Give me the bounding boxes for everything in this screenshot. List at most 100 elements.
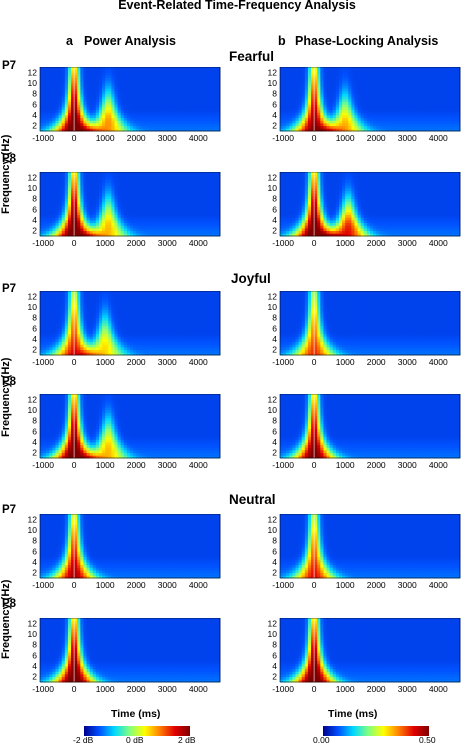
heatmap-cell [354, 78, 358, 81]
heatmap-cell [62, 118, 66, 121]
heatmap-cell [146, 72, 150, 75]
heatmap-cell [330, 72, 334, 75]
heatmap-cell [308, 96, 312, 99]
heatmap-cell [142, 94, 146, 97]
heatmap-cell [121, 188, 125, 191]
heatmap-cell [364, 72, 368, 75]
heatmap-cell [426, 88, 430, 91]
heatmap-cell [296, 94, 300, 97]
heatmap-cell [65, 112, 69, 115]
heatmap-cell [152, 215, 156, 218]
heatmap-cell [59, 96, 63, 99]
heatmap-cell [398, 110, 402, 113]
heatmap-cell [314, 83, 318, 86]
heatmap-cell [127, 110, 130, 113]
heatmap-cell [323, 183, 327, 186]
heatmap-cell [195, 175, 199, 178]
heatmap-cell [204, 91, 208, 94]
heatmap-cell [192, 118, 196, 121]
heatmap-cell [283, 115, 287, 118]
heatmap-cell [49, 180, 53, 183]
heatmap-cell [323, 112, 327, 115]
heatmap-cell [373, 80, 377, 83]
heatmap-cell [87, 107, 91, 110]
heatmap-cell [133, 123, 137, 126]
heatmap-cell [83, 96, 87, 99]
heatmap-cell [77, 102, 81, 105]
heatmap-cell [158, 80, 162, 83]
heatmap-cell [161, 201, 165, 204]
heatmap-cell [136, 180, 140, 183]
heatmap-cell [99, 88, 103, 91]
heatmap-cell [426, 110, 430, 113]
heatmap-cell [214, 231, 218, 234]
heatmap-cell [96, 193, 100, 196]
heatmap-cell [65, 183, 69, 186]
heatmap-cell [302, 177, 306, 180]
heatmap-cell [351, 80, 355, 83]
heatmap-cell [111, 88, 115, 91]
heatmap-cell [441, 126, 445, 129]
heatmap-cell [323, 104, 327, 107]
heatmap-cell [49, 123, 53, 126]
heatmap-cell [386, 102, 390, 105]
heatmap-cell [296, 220, 300, 223]
heatmap-cell [348, 209, 352, 212]
heatmap-cell [108, 110, 112, 113]
heatmap-cell [417, 91, 421, 94]
heatmap-cell [77, 231, 81, 234]
heatmap-cell [167, 75, 171, 78]
heatmap-cell [161, 70, 165, 73]
heatmap-cell [314, 118, 318, 121]
heatmap-cell [114, 177, 118, 180]
heatmap-cell [435, 86, 439, 89]
heatmap-cell [435, 70, 439, 73]
heatmap-cell [314, 88, 318, 91]
heatmap-cell [127, 118, 130, 121]
heatmap-cell [320, 110, 324, 113]
heatmap-cell [451, 112, 455, 115]
heatmap-cell [323, 217, 327, 220]
heatmap-cell [93, 223, 97, 226]
heatmap-cell [398, 104, 402, 107]
heatmap-cell [93, 183, 97, 186]
heatmap-cell [155, 118, 159, 121]
heatmap-cell [127, 180, 130, 183]
x-tick-label: -1000 [272, 133, 294, 143]
heatmap-cell [46, 104, 50, 107]
heatmap-cell [105, 207, 109, 210]
heatmap-cell [204, 193, 208, 196]
heatmap-cell [49, 196, 53, 199]
heatmap-cell [302, 80, 306, 83]
heatmap-cell [142, 112, 146, 115]
heatmap-cell [302, 215, 306, 218]
heatmap-cell [286, 180, 290, 183]
heatmap-cell [80, 185, 84, 188]
heatmap-cell [158, 110, 162, 113]
heatmap-cell [389, 102, 393, 105]
heatmap-cell [164, 88, 168, 91]
heatmap-cell [320, 91, 324, 94]
heatmap-cell [186, 193, 190, 196]
heatmap-cell [111, 115, 115, 118]
heatmap-cell [280, 185, 284, 188]
heatmap-cell [152, 191, 156, 194]
heatmap-cell [333, 193, 337, 196]
heatmap-cell [208, 70, 212, 73]
heatmap-cell [177, 123, 181, 126]
heatmap-cell [114, 175, 118, 178]
heatmap-cell [448, 96, 452, 99]
heatmap-cell [87, 196, 91, 199]
heatmap-cell [83, 126, 87, 129]
heatmap-cell [170, 102, 174, 105]
heatmap-cell [77, 118, 81, 121]
heatmap-cell [214, 199, 218, 202]
heatmap-cell [133, 115, 137, 118]
heatmap-cell [211, 126, 215, 129]
heatmap-cell [317, 199, 321, 202]
heatmap-cell [441, 86, 445, 89]
heatmap-cell [289, 126, 293, 129]
heatmap-cell [96, 80, 100, 83]
heatmap-cell [40, 75, 44, 78]
heatmap-cell [367, 83, 371, 86]
